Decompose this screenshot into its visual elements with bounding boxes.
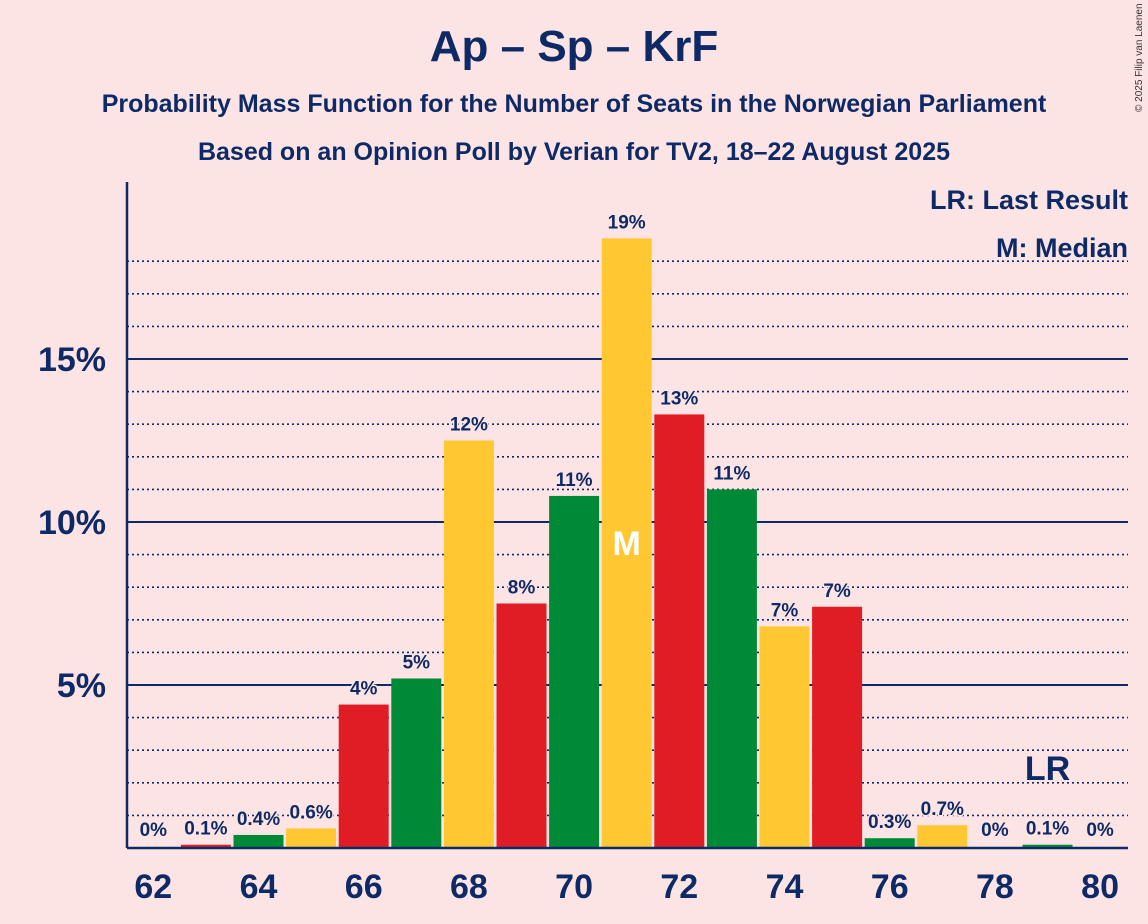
x-tick-label: 70	[555, 868, 593, 906]
bar-seat-73	[706, 489, 757, 848]
bar-seat-76	[864, 838, 915, 848]
x-tick-label: 76	[871, 868, 909, 906]
data-label-seat-76: 0.3%	[868, 812, 911, 833]
data-label-seat-69: 8%	[508, 578, 536, 599]
data-label-seat-78: 0%	[981, 820, 1009, 841]
x-tick-label: 64	[240, 868, 278, 906]
y-tick-label: 10%	[38, 504, 106, 542]
bar-seat-68	[443, 440, 494, 848]
bar-seat-67	[391, 678, 442, 848]
x-tick-label: 80	[1081, 868, 1119, 906]
bar-seat-74	[759, 626, 810, 848]
data-label-seat-65: 0.6%	[289, 802, 332, 823]
data-label-seat-80: 0%	[1086, 820, 1114, 841]
data-label-seat-73: 11%	[713, 463, 750, 484]
bar-seat-75	[812, 606, 863, 848]
data-label-seat-70: 11%	[556, 470, 593, 491]
data-label-seat-79: 0.1%	[1026, 819, 1069, 840]
bar-seat-79	[1022, 844, 1073, 848]
x-tick-label: 78	[976, 868, 1014, 906]
bar-seat-65	[286, 828, 337, 848]
chart-subtitle-poll: Based on an Opinion Poll by Verian for T…	[197, 138, 951, 166]
x-tick-label: 66	[345, 868, 383, 906]
y-tick-label: 5%	[57, 667, 106, 705]
legend-median: M: Median	[996, 233, 1128, 263]
data-label-seat-66: 4%	[350, 679, 378, 700]
data-label-seat-72: 13%	[660, 388, 698, 409]
bar-seat-63	[180, 844, 231, 848]
data-label-seat-71: 19%	[608, 212, 646, 233]
data-label-seat-63: 0.1%	[184, 819, 227, 840]
data-label-seat-74: 7%	[771, 600, 799, 621]
bar-seat-70	[549, 495, 600, 848]
bar-seat-66	[338, 704, 389, 848]
x-tick-label: 74	[766, 868, 804, 906]
data-label-seat-67: 5%	[403, 652, 431, 673]
x-tick-label: 62	[134, 868, 172, 906]
median-marker: M	[613, 525, 641, 563]
last-result-marker: LR	[1025, 750, 1070, 788]
chart-title: Ap – Sp – KrF	[429, 22, 719, 71]
bar-seat-64	[233, 834, 284, 848]
x-tick-label: 68	[450, 868, 488, 906]
bar-seat-77	[917, 825, 968, 848]
x-tick-label: 72	[660, 868, 698, 906]
legend-last-result: LR: Last Result	[930, 185, 1128, 215]
y-tick-label: 15%	[38, 341, 106, 379]
chart-subtitle: Probability Mass Function for the Number…	[101, 90, 1047, 118]
data-label-seat-68: 12%	[450, 415, 488, 436]
data-label-seat-77: 0.7%	[921, 799, 964, 820]
bar-seat-72	[654, 414, 705, 848]
bar-seat-69	[496, 603, 547, 848]
data-label-seat-62: 0%	[140, 820, 168, 841]
data-label-seat-64: 0.4%	[237, 809, 280, 830]
data-label-seat-75: 7%	[823, 581, 851, 602]
bar-seat-71	[601, 238, 652, 848]
